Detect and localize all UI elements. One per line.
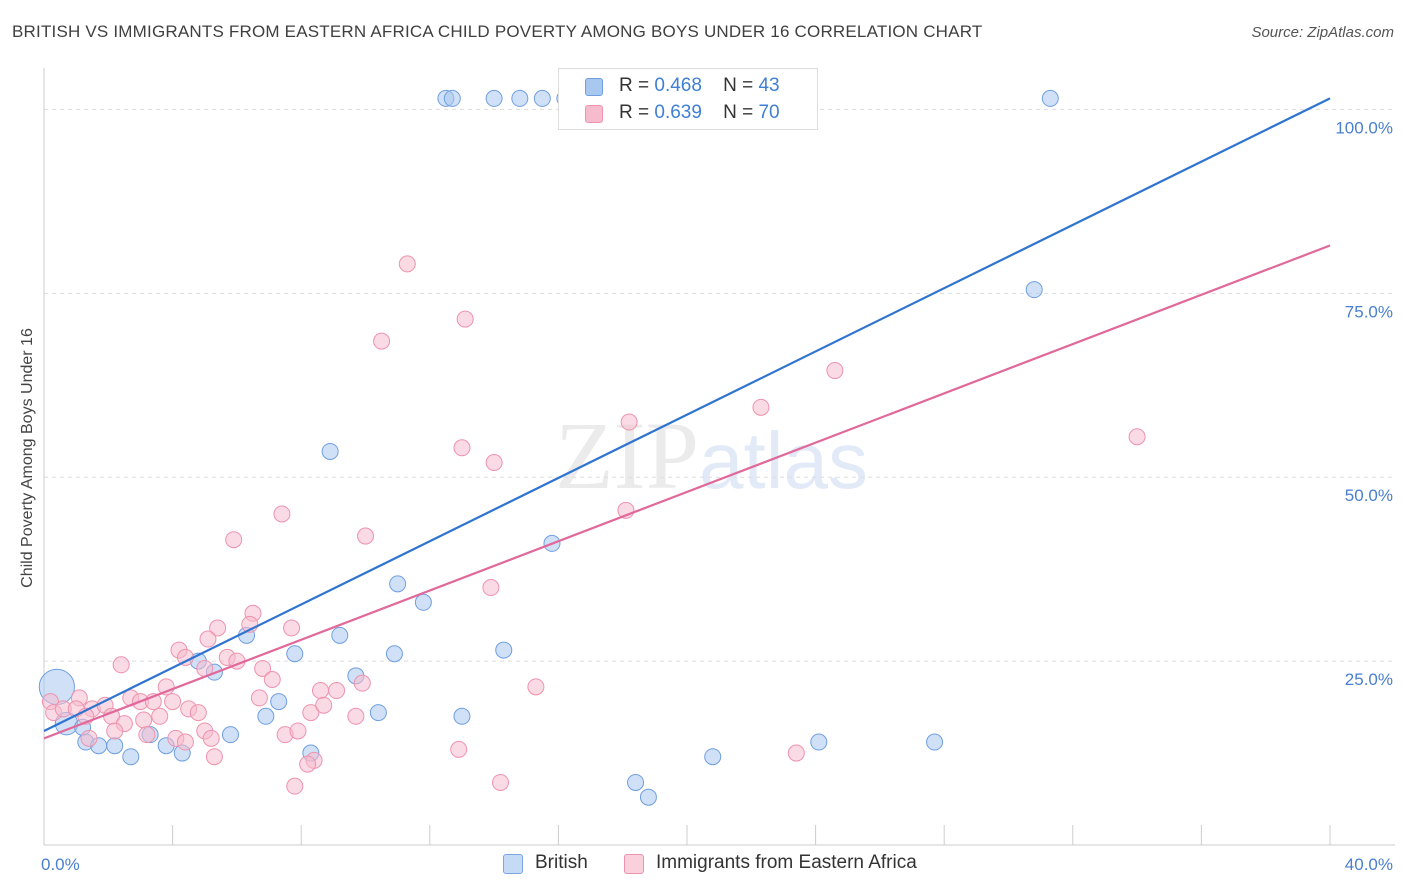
- immigrants-point: [138, 726, 156, 744]
- x-tick-label: 40.0%: [1345, 855, 1393, 874]
- immigrants-point: [254, 659, 272, 677]
- immigrants-point: [347, 707, 365, 725]
- immigrants-point: [176, 733, 194, 751]
- british-point: [511, 89, 529, 107]
- immigrants-point: [263, 670, 281, 688]
- y-tick-label: 25.0%: [1345, 670, 1393, 689]
- british-swatch: [585, 78, 603, 96]
- immigrants-point: [112, 656, 130, 674]
- immigrants-point: [787, 744, 805, 762]
- immigrants-point: [286, 777, 304, 795]
- british-legend-label: British: [535, 852, 588, 873]
- british-legend-swatch: [503, 854, 523, 874]
- n-label: N =: [723, 75, 754, 96]
- n-label: N =: [723, 102, 754, 123]
- immigrants-point: [492, 773, 510, 791]
- british-point: [257, 707, 275, 725]
- immigrants-point: [1128, 428, 1146, 446]
- immigrants-point: [299, 755, 317, 773]
- immigrants-point: [353, 674, 371, 692]
- british-point: [485, 89, 503, 107]
- british-r-value: 0.468: [654, 75, 702, 96]
- immigrants-point: [283, 619, 301, 637]
- british-point: [627, 773, 645, 791]
- watermark-atlas: atlas: [699, 416, 868, 505]
- series-legend: British Immigrants from Eastern Africa: [0, 852, 1406, 878]
- immigrants-point: [456, 310, 474, 328]
- immigrants-point: [205, 748, 223, 766]
- immigrants-swatch: [585, 105, 603, 123]
- british-point: [414, 593, 432, 611]
- immigrants-point: [199, 630, 217, 648]
- immigrants-point: [453, 439, 471, 457]
- immigrants-point: [302, 704, 320, 722]
- immigrants-point: [273, 505, 291, 523]
- british-point: [321, 442, 339, 460]
- immigrants-point: [80, 729, 98, 747]
- immigrants-r-value: 0.639: [654, 102, 702, 123]
- british-point: [453, 707, 471, 725]
- y-tick-label: 50.0%: [1345, 486, 1393, 505]
- source-credit: Source: ZipAtlas.com: [1251, 24, 1394, 41]
- immigrants-point: [398, 255, 416, 273]
- british-point: [495, 641, 513, 659]
- british-point: [270, 693, 288, 711]
- british-n-value: 43: [758, 75, 780, 96]
- immigrants-point: [289, 722, 307, 740]
- correlation-legend: R = 0.468 N = 43 R = 0.639 N = 70: [558, 68, 818, 130]
- immigrants-point: [202, 729, 220, 747]
- british-point: [810, 733, 828, 751]
- immigrants-point: [357, 527, 374, 545]
- legend-text-immigrants: R = 0.639 N = 70: [619, 102, 780, 124]
- r-label: R =: [619, 102, 650, 123]
- british-point: [704, 748, 722, 766]
- immigrants-trendline: [43, 244, 1331, 740]
- immigrants-point: [135, 711, 153, 729]
- immigrants-point: [752, 398, 770, 416]
- immigrants-point: [151, 707, 169, 725]
- legend-text-british: R = 0.468 N = 43: [619, 75, 780, 97]
- british-point: [533, 89, 551, 107]
- immigrants-point: [209, 619, 227, 637]
- chart-title: BRITISH VS IMMIGRANTS FROM EASTERN AFRIC…: [12, 22, 983, 41]
- british-point: [286, 645, 304, 663]
- immigrants-point: [482, 579, 500, 597]
- british-point: [443, 89, 461, 107]
- immigrants-n-value: 70: [758, 102, 780, 123]
- immigrants-point: [373, 332, 391, 350]
- british-point: [221, 726, 239, 744]
- immigrants-point: [189, 704, 207, 722]
- y-tick-label: 75.0%: [1345, 302, 1393, 321]
- british-point: [1041, 89, 1059, 107]
- immigrants-point: [826, 362, 844, 380]
- immigrants-point: [328, 682, 346, 700]
- immigrants-point: [164, 693, 182, 711]
- r-label: R =: [619, 75, 650, 96]
- british-point: [1025, 281, 1043, 299]
- british-point: [106, 737, 124, 755]
- immigrants-point: [527, 678, 545, 696]
- immigrants-point: [250, 689, 268, 707]
- immigrants-point: [106, 722, 124, 740]
- immigrants-point: [450, 740, 468, 758]
- immigrants-point: [315, 696, 333, 714]
- british-point: [369, 704, 387, 722]
- immigrants-point: [485, 454, 503, 471]
- y-tick-label: 100.0%: [1335, 118, 1393, 137]
- immigrants-point: [620, 413, 638, 431]
- immigrants-point: [225, 531, 243, 549]
- british-point: [639, 788, 657, 806]
- british-point: [926, 733, 944, 751]
- immigrants-legend-label: Immigrants from Eastern Africa: [656, 852, 917, 873]
- immigrants-legend-swatch: [624, 854, 644, 874]
- immigrants-point: [311, 682, 329, 700]
- x-tick-label: 0.0%: [41, 855, 80, 874]
- british-point: [331, 626, 349, 644]
- british-point: [389, 575, 407, 593]
- british-point: [385, 645, 403, 663]
- british-point: [122, 748, 140, 766]
- british-trendline: [43, 97, 1331, 732]
